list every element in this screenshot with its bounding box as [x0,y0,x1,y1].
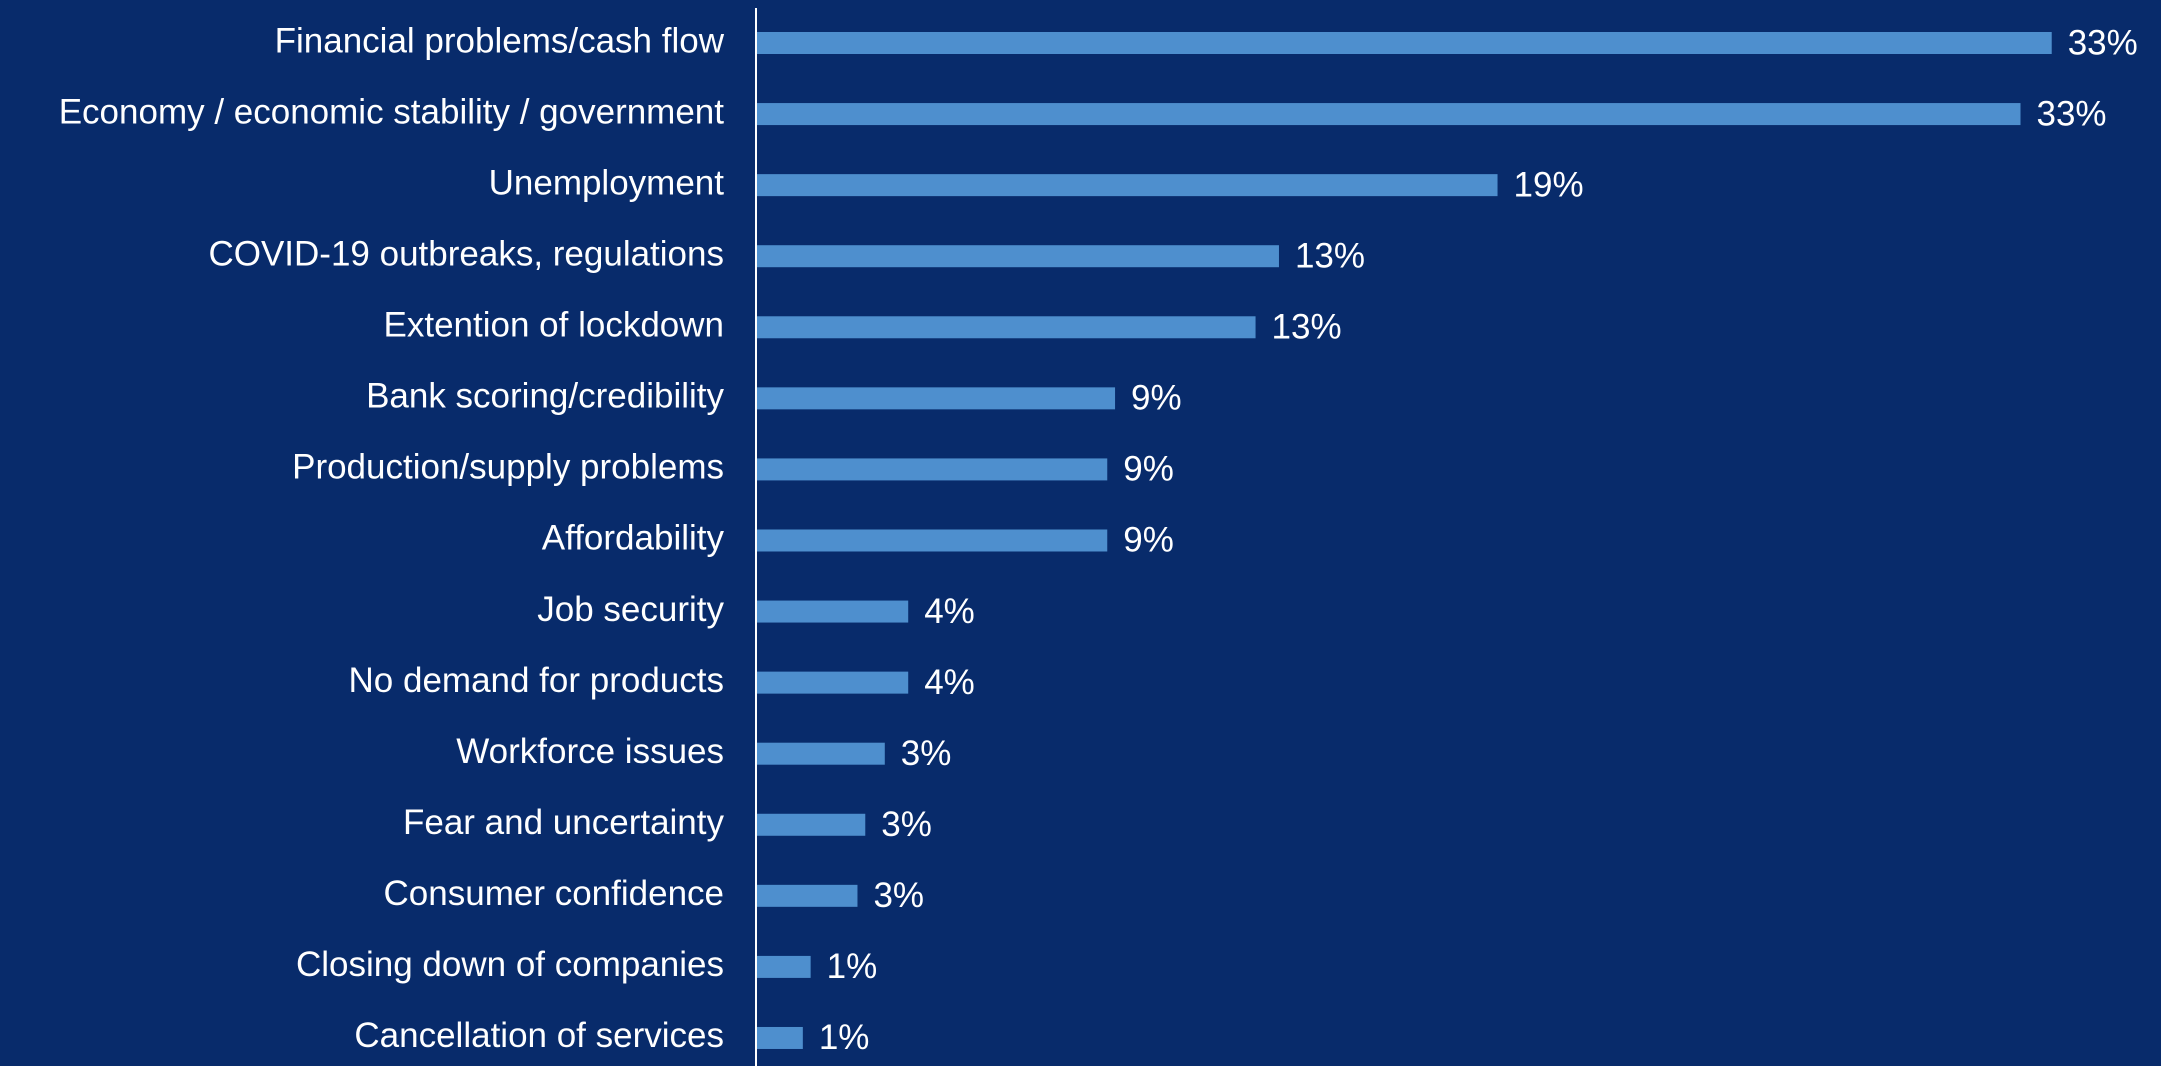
category-label: Cancellation of services [354,1016,724,1055]
bar [756,813,866,836]
category-label: Financial problems/cash flow [275,21,725,60]
bar [756,174,1498,197]
category-label: Affordability [542,519,725,558]
category-label: COVID-19 outbreaks, regulations [208,234,724,273]
bar [756,600,909,623]
data-label: 1% [827,947,878,986]
category-label: Fear and uncertainty [403,803,725,842]
category-label: Job security [537,590,724,629]
data-label: 1% [819,1018,870,1057]
data-label: 3% [901,734,952,773]
value-label-group: 33% 33% 19% 13% 13% 9% 9% 9% 4% 4% 3% 3% 3% 1% 1% [819,23,2138,1057]
data-label: 13% [1295,236,1365,275]
category-label: Production/supply problems [292,448,724,487]
category-label: No demand for products [349,661,724,700]
bar [756,671,909,694]
category-label: Consumer confidence [384,874,724,913]
bar [756,32,2052,54]
data-label: 33% [2068,23,2138,62]
bar [756,316,1256,339]
bar-group [756,32,2052,1049]
data-label: 4% [924,663,975,702]
data-label: 13% [1272,308,1342,347]
data-label: 9% [1123,450,1174,489]
category-label: Bank scoring/credibility [366,377,724,416]
data-label: 9% [1131,379,1182,418]
bar [756,387,1116,410]
bar [756,742,885,765]
data-label: 9% [1123,521,1174,560]
category-label: Workforce issues [456,732,724,771]
category-label: Extention of lockdown [384,306,724,345]
category-label-group: Financial problems/cash flow Economy / ec… [59,21,725,1055]
bar [756,1026,803,1049]
bar [756,955,811,978]
category-label: Closing down of companies [296,945,724,984]
data-label: 19% [1514,165,1584,204]
bar [756,103,2021,126]
data-label: 3% [881,805,932,844]
bar [756,529,1108,552]
data-label: 33% [2037,94,2107,133]
bar [756,458,1108,481]
bar [756,245,1279,268]
data-label: 4% [924,592,975,631]
data-label: 3% [873,876,924,915]
category-label: Economy / economic stability / governmen… [59,92,725,131]
bar [756,884,858,907]
category-label: Unemployment [489,163,725,202]
